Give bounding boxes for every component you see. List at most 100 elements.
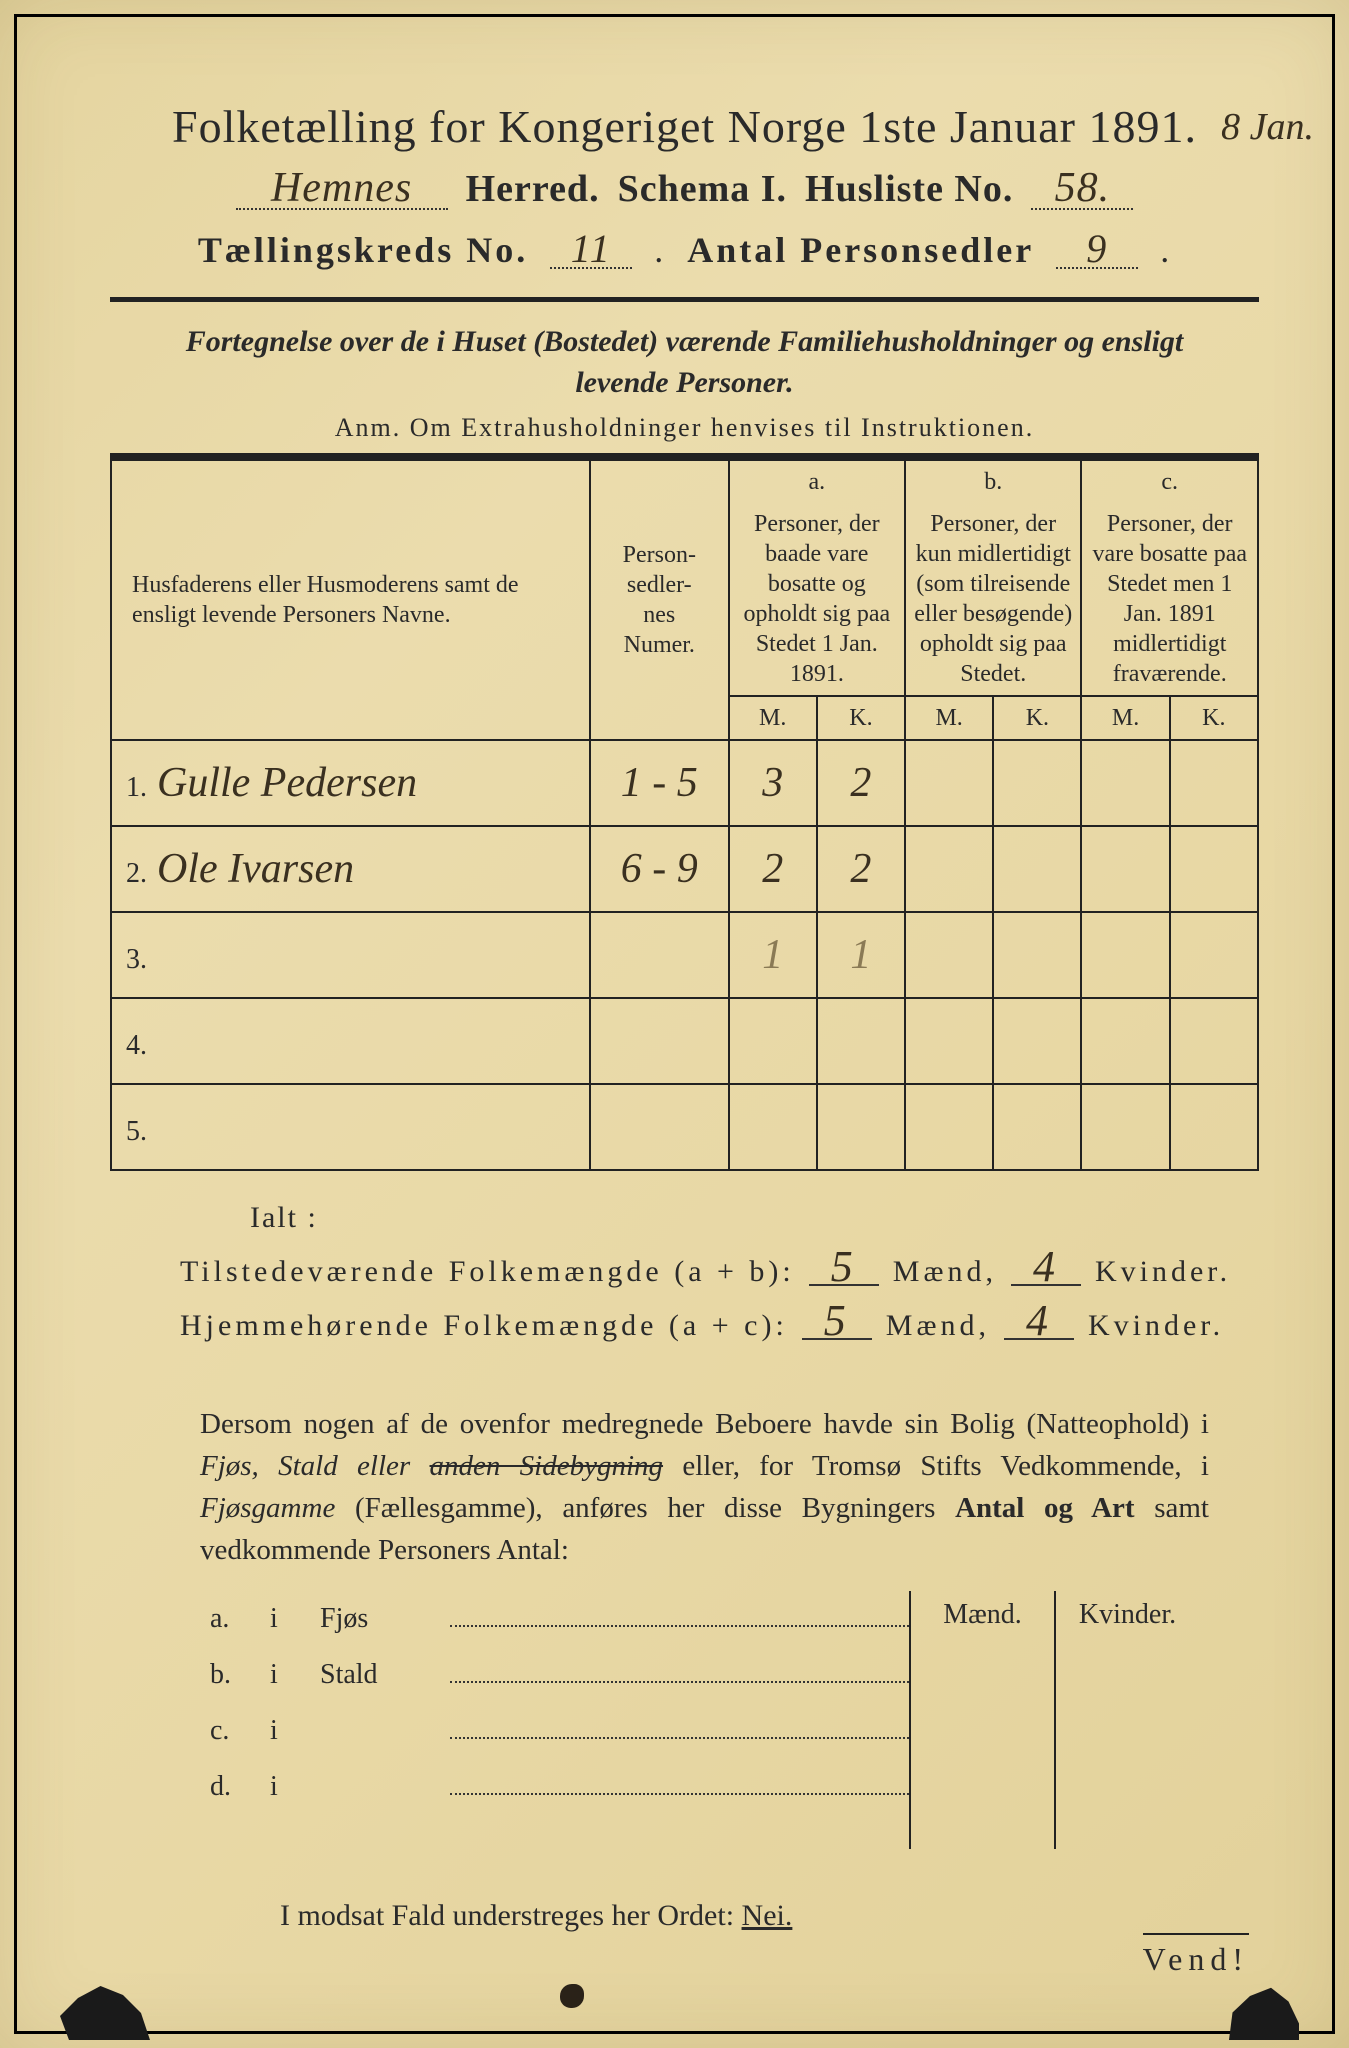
buildings-mk-box: Mænd. Kvinder. <box>909 1591 1199 1849</box>
c-k-cell <box>1170 998 1258 1084</box>
anm-note: Anm. Om Extrahusholdninger henvises til … <box>110 413 1259 443</box>
name-cell: 1.Gulle Pedersen <box>111 740 590 826</box>
a-m-cell <box>729 1084 817 1170</box>
sum-resident: Hjemmehørende Folkemængde (a + c): 5 Mæn… <box>180 1303 1259 1343</box>
sum-resident-label: Hjemmehørende Folkemængde (a + c): <box>180 1309 788 1343</box>
husliste-label: Husliste No. <box>805 167 1013 211</box>
b-m-cell <box>905 826 993 912</box>
c-k-cell <box>1170 1084 1258 1170</box>
table-row: 4. <box>111 998 1258 1084</box>
numer-cell <box>590 1084 729 1170</box>
a-k-cell: 1 <box>817 912 905 998</box>
numer-cell <box>590 998 729 1084</box>
th-c-text: Personer, der vare bosatte paa Stedet me… <box>1081 503 1258 696</box>
buildings-kvinder-hdr: Kvinder. <box>1056 1591 1199 1639</box>
sum-present-m: 5 <box>809 1249 879 1286</box>
name-cell: 5. <box>111 1084 590 1170</box>
sum-present-label: Tilstedeværende Folkemængde (a + b): <box>180 1255 795 1289</box>
buildings-block: a.iFjøsb.iStaldc.id.i Mænd. Kvinder. <box>210 1591 1199 1849</box>
building-row: b.iStald <box>210 1647 909 1703</box>
c-k-cell <box>1170 826 1258 912</box>
buildings-maend-col: Mænd. <box>909 1591 1054 1849</box>
th-numer: Person- sedler- nes Numer. <box>590 460 729 740</box>
th-names: Husfaderens eller Husmoderens samt de en… <box>111 460 590 740</box>
personsedler-value: 9 <box>1056 231 1138 269</box>
th-b-m: M. <box>905 696 993 740</box>
sum-resident-m: 5 <box>802 1303 872 1340</box>
header-row-kreds: Tællingskreds No. 11 . Antal Personsedle… <box>110 229 1259 271</box>
table-row: 2.Ole Ivarsen6 - 922 <box>111 826 1258 912</box>
buildings-list: a.iFjøsb.iStaldc.id.i <box>210 1591 909 1849</box>
form-title: Folketælling for Kongeriget Norge 1ste J… <box>110 100 1259 153</box>
name-cell: 3. <box>111 912 590 998</box>
husliste-value: 58. <box>1031 170 1133 210</box>
th-b-text: Personer, der kun midlertidigt (som tilr… <box>905 503 1081 696</box>
buildings-kvinder-col: Kvinder. <box>1054 1591 1199 1849</box>
page-tear-left <box>60 1980 150 2040</box>
nei-line: I modsat Fald understreges her Ordet: Ne… <box>280 1899 1259 1933</box>
outbuilding-paragraph: Dersom nogen af de ovenfor medregnede Be… <box>200 1403 1209 1571</box>
c-m-cell <box>1081 826 1169 912</box>
nei-word: Nei. <box>742 1899 793 1932</box>
kreds-value: 11 <box>550 231 632 269</box>
b-k-cell <box>993 740 1081 826</box>
c-m-cell <box>1081 740 1169 826</box>
ink-stain <box>560 1984 584 2008</box>
table-row: 5. <box>111 1084 1258 1170</box>
a-k-cell <box>817 1084 905 1170</box>
c-k-cell <box>1170 740 1258 826</box>
c-m-cell <box>1081 998 1169 1084</box>
vend-label: Vend! <box>1143 1933 1249 1978</box>
form-subheading: Fortegnelse over de i Huset (Bostedet) v… <box>170 322 1199 403</box>
sum-present: Tilstedeværende Folkemængde (a + b): 5 M… <box>180 1249 1259 1289</box>
c-m-cell <box>1081 912 1169 998</box>
header-row-herred: Hemnes Herred. Schema I. Husliste No. 58… <box>110 167 1259 211</box>
b-k-cell <box>993 912 1081 998</box>
name-cell: 4. <box>111 998 590 1084</box>
a-m-cell: 2 <box>729 826 817 912</box>
th-b-letter: b. <box>905 460 1081 503</box>
th-a-text: Personer, der baade vare bosatte og opho… <box>729 503 905 696</box>
th-a-letter: a. <box>729 460 905 503</box>
b-m-cell <box>905 1084 993 1170</box>
b-m-cell <box>905 912 993 998</box>
th-c-m: M. <box>1081 696 1169 740</box>
th-a-m: M. <box>729 696 817 740</box>
a-m-cell <box>729 998 817 1084</box>
name-cell: 2.Ole Ivarsen <box>111 826 590 912</box>
buildings-maend-hdr: Mænd. <box>911 1591 1054 1639</box>
a-m-cell: 3 <box>729 740 817 826</box>
numer-cell: 1 - 5 <box>590 740 729 826</box>
ialt-label: Ialt : <box>250 1201 1259 1235</box>
b-k-cell <box>993 1084 1081 1170</box>
a-m-cell: 1 <box>729 912 817 998</box>
personsedler-label: Antal Personsedler <box>687 229 1034 271</box>
maend-label-2: Mænd, <box>886 1309 990 1343</box>
building-row: a.iFjøs <box>210 1591 909 1647</box>
kvinder-label-2: Kvinder. <box>1088 1309 1224 1343</box>
b-m-cell <box>905 740 993 826</box>
a-k-cell <box>817 998 905 1084</box>
kreds-label: Tællingskreds No. <box>198 229 528 271</box>
census-table: Husfaderens eller Husmoderens samt de en… <box>110 459 1259 1171</box>
census-table-wrap: Husfaderens eller Husmoderens samt de en… <box>110 456 1259 1171</box>
a-k-cell: 2 <box>817 740 905 826</box>
building-row: c.i <box>210 1703 909 1759</box>
herred-value: Hemnes <box>236 170 448 210</box>
a-k-cell: 2 <box>817 826 905 912</box>
b-k-cell <box>993 826 1081 912</box>
herred-label: Herred. <box>466 167 600 211</box>
building-row: d.i <box>210 1759 909 1815</box>
numer-cell <box>590 912 729 998</box>
page-tear-right <box>1229 1985 1299 2040</box>
numer-cell: 6 - 9 <box>590 826 729 912</box>
c-m-cell <box>1081 1084 1169 1170</box>
sum-present-k: 4 <box>1011 1249 1081 1286</box>
schema-label: Schema I. <box>618 167 787 211</box>
table-row: 1.Gulle Pedersen1 - 532 <box>111 740 1258 826</box>
census-form-page: 8 Jan. Folketælling for Kongeriget Norge… <box>0 0 1349 2048</box>
th-c-letter: c. <box>1081 460 1258 503</box>
th-b-k: K. <box>993 696 1081 740</box>
margin-date-note: 8 Jan. <box>1221 105 1314 149</box>
sum-resident-k: 4 <box>1004 1303 1074 1340</box>
